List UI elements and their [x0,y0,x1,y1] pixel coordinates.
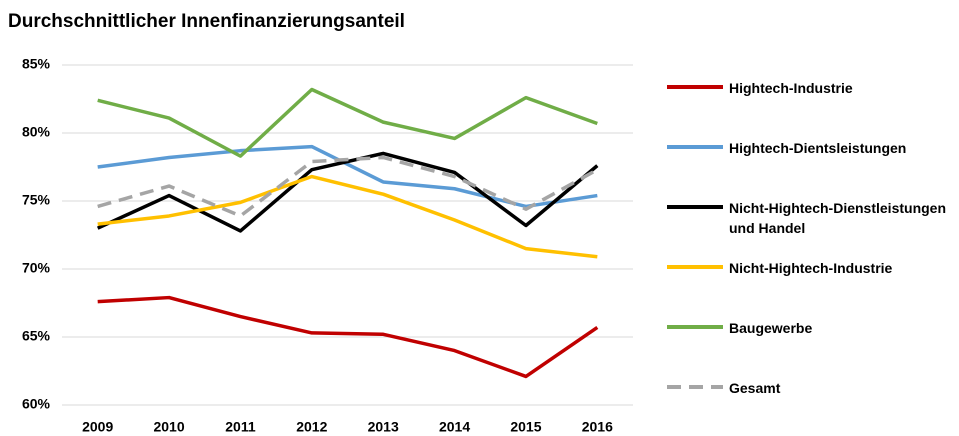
x-tick-label: 2015 [510,419,541,435]
chart-title: Durchschnittlicher Innenfinanzierungsant… [8,11,405,32]
legend-label: Baugewerbe [729,320,813,336]
x-tick-label: 2012 [296,419,327,435]
legend-swatch [667,205,723,209]
legend-swatch [667,325,723,329]
legend-swatch [667,265,723,269]
legend-swatch [667,85,723,89]
y-tick-label: 70% [22,260,51,276]
y-tick-label: 60% [22,396,51,412]
series-line [97,155,599,218]
series-line [97,87,598,158]
legend-item: Baugewerbe [665,318,955,338]
x-tick-label: 2013 [368,419,399,435]
x-tick-label: 2014 [439,419,470,435]
x-tick-label: 2010 [153,419,184,435]
legend-label: Nicht-Hightech-Dienstleistungen und Hand… [729,200,947,236]
series-line [97,295,599,379]
x-tick-label: 2016 [582,419,613,435]
series-line [96,151,599,233]
legend-item: Nicht-Hightech-Industrie [665,258,955,278]
y-tick-label: 85% [22,56,51,72]
legend-label: Hightech-Industrie [729,80,853,96]
legend-item: Nicht-Hightech-Dienstleistungen und Hand… [665,198,955,238]
legend-swatch [667,145,723,149]
legend-swatch [667,385,723,389]
legend-label: Hightech-Dientsleistungen [729,140,907,156]
x-tick-label: 2011 [225,419,256,435]
legend-item: Hightech-Industrie [665,78,955,98]
legend-label: Gesamt [729,380,781,396]
x-tick-label: 2009 [82,419,113,435]
series-line [97,174,598,259]
legend-label: Nicht-Hightech-Industrie [729,260,893,276]
y-tick-label: 75% [22,192,51,208]
legend-item: Hightech-Dientsleistungen [665,138,955,158]
y-tick-label: 65% [22,328,51,344]
y-tick-label: 80% [22,124,51,140]
legend-item: Gesamt [665,378,955,398]
